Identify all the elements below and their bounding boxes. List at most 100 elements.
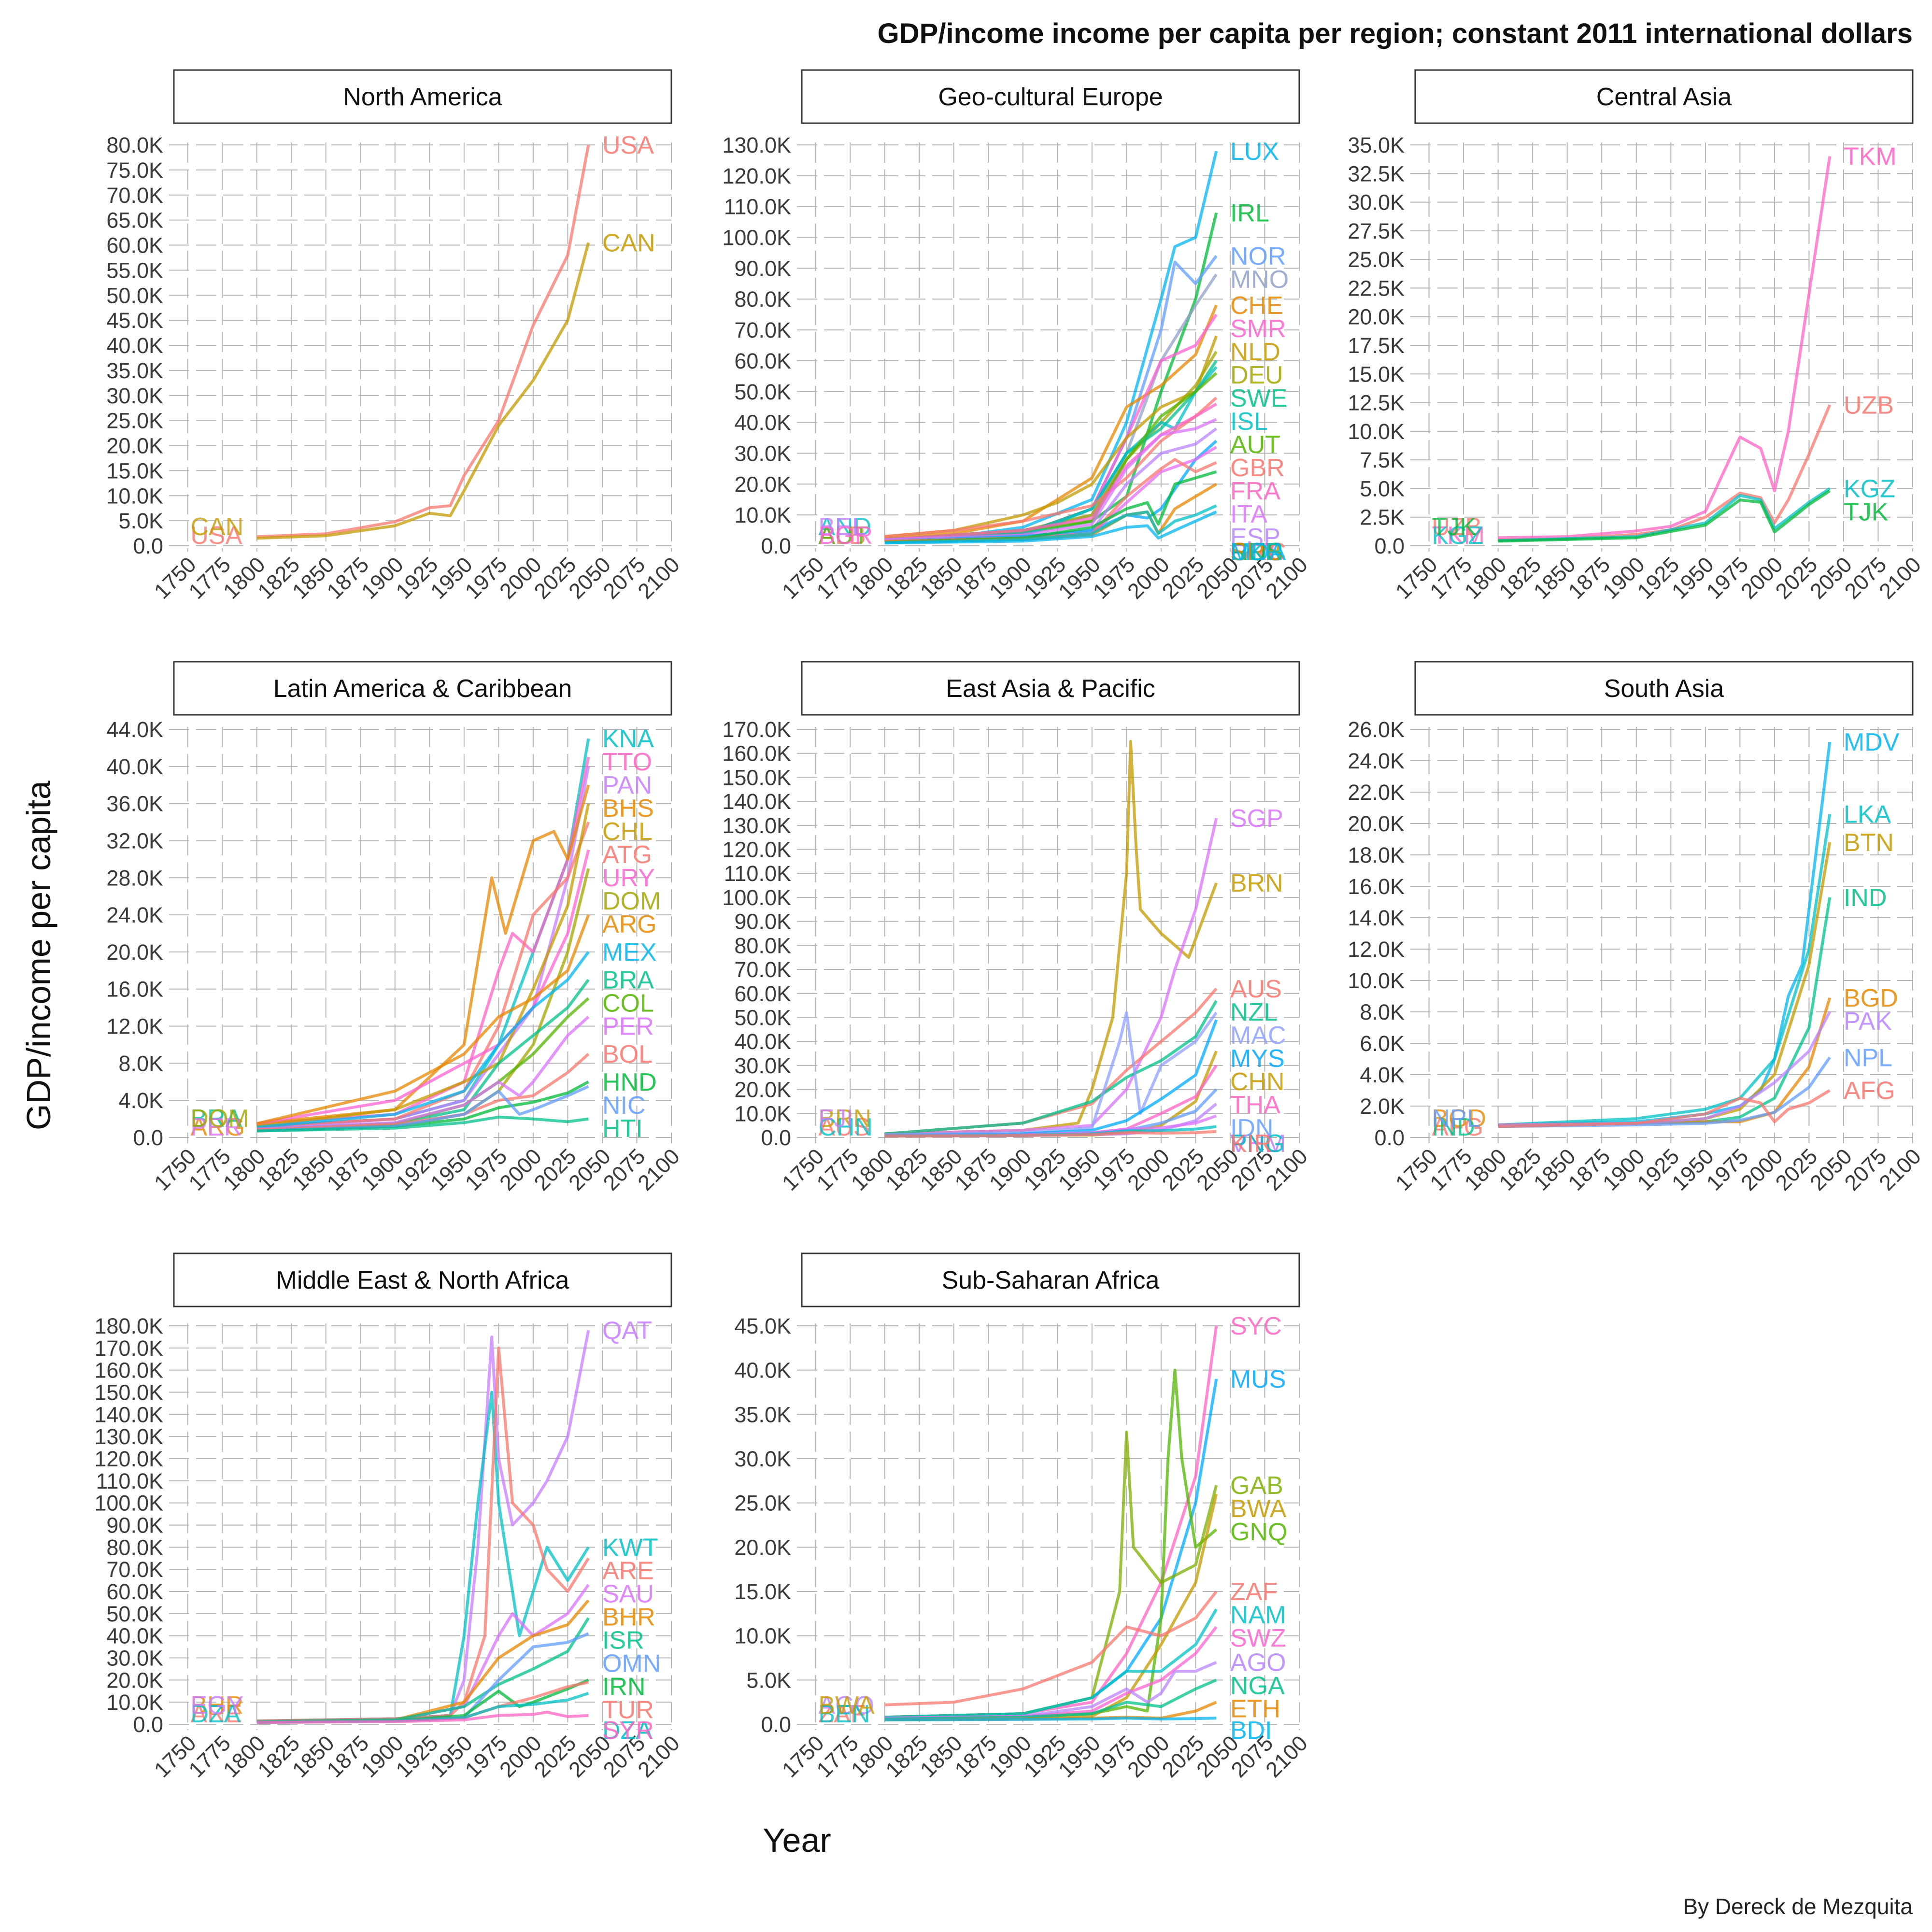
end-label-rus: RUS (1230, 538, 1283, 566)
end-label-sau: SAU (602, 1580, 654, 1608)
start-label: ALB (818, 522, 866, 550)
y-tick-label: 110.0K (96, 1469, 163, 1493)
y-tick-label: 20.0K (734, 1535, 791, 1560)
y-tick-label: 50.0K (106, 1602, 163, 1626)
panel-middle-east-and-north-africa: Middle East & North Africa 0.010.0K20.0K3… (94, 1252, 684, 1782)
end-label-mus: MUS (1230, 1365, 1286, 1393)
panel-latin-america-and-caribbean: Latin America & Caribbean 0.0 4.0K 8.0K 12.0… (106, 661, 684, 1195)
series-line-syr (256, 1710, 589, 1724)
strip-box (801, 661, 1300, 716)
start-label: DOM (190, 1105, 249, 1133)
y-tick-label: 100.0K (94, 1491, 163, 1516)
y-tick-label: 170.0K (94, 1336, 163, 1361)
y-tick-label: 25.0K (106, 409, 163, 433)
strip-box (801, 1252, 1300, 1307)
end-label-chl: CHL (602, 818, 653, 846)
y-tick-label: 170.0K (722, 717, 791, 742)
y-tick-label: 30.0K (1348, 190, 1405, 215)
panel-east-asia-and-pacific: East Asia & Pacific 0.010.0K20.0K30.0K40.… (722, 661, 1312, 1195)
y-tick-label: 5.0K (1360, 476, 1405, 501)
end-label-che: CHE (1230, 292, 1283, 320)
end-label-hti: HTI (602, 1115, 643, 1143)
y-tick-label: 80.0K (734, 933, 791, 958)
y-tick-label: 12.0K (106, 1014, 163, 1039)
start-label: BHR (190, 1691, 243, 1719)
y-tick-label: 30.0K (106, 384, 163, 408)
end-label-nor: NOR (1230, 242, 1286, 270)
y-tick-label: 160.0K (94, 1358, 163, 1383)
y-tick-label: 20.0K (106, 434, 163, 458)
end-label-gbr: GBR (1230, 454, 1285, 482)
strip-title: Middle East & North Africa (276, 1266, 569, 1294)
y-tick-label: 90.0K (106, 1513, 163, 1538)
y-tick-label: 2.5K (1360, 505, 1405, 530)
end-label-eth: ETH (1230, 1695, 1280, 1723)
series-line-are (256, 1346, 590, 1723)
end-label-ago: AGO (1230, 1649, 1286, 1677)
end-label-ury: URY (602, 864, 655, 892)
end-label-aus: AUS (1230, 975, 1282, 1003)
y-tick-label: 0.0 (133, 534, 163, 558)
y-tick-label: 17.5K (1348, 333, 1405, 358)
y-tick-label: 65.0K (106, 208, 163, 233)
start-label: ZAF (818, 1700, 866, 1728)
end-label-zaf: ZAF (1230, 1578, 1278, 1606)
y-tick-label: 20.0K (106, 1668, 163, 1692)
start-label: BGD (1432, 1105, 1486, 1133)
series-line-tto (256, 757, 590, 1125)
y-tick-label: 10.0K (734, 503, 791, 527)
end-label-isl: ISL (1230, 408, 1268, 436)
end-label-qat: QAT (602, 1317, 652, 1345)
end-label-nzl: NZL (1230, 998, 1278, 1026)
end-label-mys: MYS (1230, 1045, 1285, 1073)
end-label-btn: BTN (1844, 829, 1894, 857)
end-label-mdv: MDV (1844, 728, 1900, 756)
y-tick-label: 12.5K (1348, 391, 1405, 415)
y-tick-label: 130.0K (722, 813, 791, 838)
series-line-mac (884, 1011, 1218, 1136)
end-label-npl: NPL (1844, 1044, 1892, 1072)
start-label: FJI (818, 1105, 853, 1133)
y-tick-label: 32.5K (1348, 161, 1405, 186)
end-label-ita: ITA (1230, 500, 1267, 528)
end-label-smr: SMR (1230, 315, 1286, 343)
strip-title: Latin America & Caribbean (273, 675, 572, 703)
y-axis-title: GDP/income per capita (20, 781, 57, 1130)
start-label: AGO (818, 1691, 874, 1719)
strip-box (173, 661, 672, 716)
y-tick-label: 36.0K (106, 792, 163, 816)
series-line-nzl (884, 1000, 1218, 1136)
y-tick-label: 5.0K (746, 1668, 791, 1692)
end-label-nld: NLD (1230, 338, 1280, 366)
series-line-tjk (1498, 489, 1831, 543)
y-tick-label: 30.0K (734, 1053, 791, 1078)
y-tick-label: 10.0K (734, 1101, 791, 1126)
end-label-phl: PHL (1230, 1130, 1279, 1158)
start-label: IND (1432, 1113, 1475, 1141)
end-label-deu: DEU (1230, 361, 1283, 389)
series-line-kwt (256, 1391, 590, 1723)
series-line-bol (256, 1052, 590, 1132)
start-label: CHN (818, 1113, 873, 1141)
end-label-hnd: HND (602, 1068, 657, 1096)
end-label-aut: AUT (1230, 431, 1280, 459)
end-label-nga: NGA (1230, 1672, 1285, 1700)
series-line-can (256, 242, 590, 540)
end-label-arg: ARG (602, 910, 657, 938)
end-label-pak: PAK (1844, 1008, 1892, 1036)
y-tick-label: 27.5K (1348, 219, 1405, 243)
start-label: TKM (1432, 522, 1485, 550)
y-tick-label: 100.0K (722, 226, 791, 250)
y-tick-label: 120.0K (722, 164, 791, 188)
strip-title: Central Asia (1596, 83, 1732, 111)
series-line-swe (884, 360, 1218, 541)
y-tick-label: 60.0K (106, 1579, 163, 1604)
caption-credit: By Dereck de Mezquita (1683, 1894, 1913, 1919)
end-label-tur: TUR (602, 1696, 654, 1724)
end-label-uzb: UZB (1844, 391, 1894, 419)
series-line-lux (884, 151, 1218, 540)
chart-title: GDP/income income per capita per region;… (877, 18, 1913, 49)
end-label-png: PNG (1230, 1130, 1285, 1158)
y-tick-label: 40.0K (734, 1029, 791, 1054)
y-tick-label: 40.0K (106, 333, 163, 358)
